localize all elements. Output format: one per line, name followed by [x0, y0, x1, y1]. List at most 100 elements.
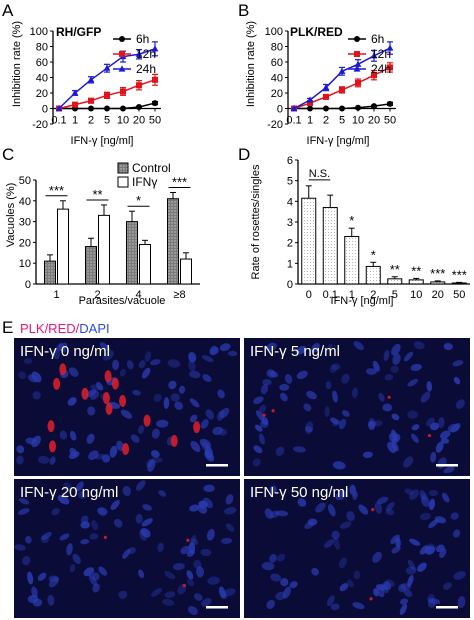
nucleus: [212, 426, 224, 436]
nucleus: [428, 597, 441, 605]
x-tick-label: 1: [349, 289, 355, 301]
nucleus: [352, 602, 365, 610]
nucleus: [275, 591, 286, 601]
nucleus: [199, 499, 206, 510]
nucleus: [311, 567, 320, 576]
bar: [365, 265, 381, 285]
y-tick-label: 20: [19, 237, 31, 249]
nucleus: [372, 551, 382, 563]
data-point: [322, 83, 330, 91]
nucleus: [297, 498, 307, 507]
nucleus: [324, 406, 330, 418]
nucleus: [368, 421, 375, 431]
nucleus: [69, 430, 77, 441]
nucleus: [399, 598, 409, 605]
parasite-vacuole: [170, 434, 178, 447]
bar-ifn: [98, 214, 110, 285]
x-tick-label: 50: [384, 115, 396, 127]
data-point: [355, 104, 361, 111]
y-tick-label: -20: [267, 119, 283, 131]
parasite-vacuole: [47, 420, 55, 433]
nucleus: [31, 435, 41, 448]
nucleus: [427, 593, 435, 604]
nucleus: [22, 556, 31, 566]
x-tick-label: 50: [149, 115, 161, 127]
nucleus: [18, 371, 27, 380]
y-tick-label: 20: [36, 88, 48, 100]
nucleus: [47, 594, 55, 606]
nucleus: [137, 425, 145, 435]
significance-label: *: [136, 193, 141, 208]
bar-ifn: [139, 243, 151, 285]
nucleus: [180, 545, 191, 555]
nucleus: [428, 498, 436, 511]
micrograph-2: IFN-γ 20 ng/ml: [14, 479, 240, 618]
legend-label-24h: 24h: [371, 62, 391, 76]
nucleus: [203, 484, 215, 493]
panel-label-e: E: [2, 318, 13, 337]
nucleus: [439, 430, 451, 439]
data-point: [104, 92, 110, 99]
parasite-vacuole: [81, 387, 89, 400]
data-point: [370, 52, 378, 59]
nucleus: [66, 543, 73, 556]
nucleus: [332, 461, 346, 470]
nucleus: [306, 390, 317, 400]
nucleus: [223, 588, 236, 597]
nucleus: [75, 481, 84, 492]
nucleus: [32, 598, 43, 607]
y-tick-label: 0: [42, 104, 48, 116]
parasite-vacuole: [371, 508, 375, 512]
nucleus: [138, 569, 145, 579]
parasite-vacuole: [49, 440, 57, 453]
parasite-vacuole: [387, 395, 391, 399]
nucleus: [126, 360, 134, 370]
nucleus: [118, 590, 128, 599]
nucleus: [387, 441, 397, 454]
nucleus: [77, 491, 87, 500]
nucleus: [191, 538, 199, 546]
nucleus: [25, 535, 32, 544]
parasite-vacuole: [53, 377, 61, 390]
nucleus: [99, 342, 111, 352]
panel-label-b: B: [238, 1, 249, 20]
nucleus: [443, 466, 455, 474]
nucleus: [417, 562, 427, 572]
significance-label: ***: [49, 183, 64, 198]
nucleus: [200, 548, 212, 557]
legend-dapi: DAPI: [79, 321, 109, 336]
nucleus: [365, 368, 377, 375]
nucleus: [113, 518, 123, 528]
nucleus: [157, 542, 164, 552]
nucleus: [407, 559, 416, 571]
nucleus: [189, 504, 200, 512]
nucleus: [428, 519, 439, 529]
nucleus: [190, 440, 201, 453]
nucleus: [162, 598, 175, 606]
nucleus: [18, 508, 30, 515]
nucleus: [385, 508, 395, 516]
y-tick-label: 3: [287, 217, 293, 229]
data-point: [88, 97, 94, 104]
parasite-vacuole: [262, 413, 266, 417]
parasite-vacuole: [119, 394, 127, 407]
micrograph-label-1: IFN-γ 5 ng/ml: [250, 343, 340, 360]
y-tick-label: 40: [19, 196, 31, 208]
nucleus: [346, 511, 355, 522]
y-tick-label: 2: [287, 238, 293, 250]
data-point: [371, 72, 377, 79]
nucleus: [89, 533, 99, 540]
bar-control: [44, 260, 56, 285]
nucleus: [27, 571, 34, 585]
chart-c-ylabel: Vacuoles (%): [5, 183, 17, 248]
data-point: [152, 100, 158, 107]
micrograph-grid: IFN-γ 0 ng/ml IFN-γ 5 ng/ml IFN-γ 20 ng/ml…: [14, 338, 470, 618]
nucleus: [333, 537, 340, 550]
nucleus: [147, 459, 156, 472]
y-tick-label: 80: [36, 42, 48, 54]
nucleus: [419, 490, 426, 500]
nucleus: [220, 537, 233, 544]
scale-bar: [206, 606, 228, 609]
nucleus: [378, 392, 385, 402]
chart-a-ylabel: Inhibition rate (%): [11, 21, 23, 107]
